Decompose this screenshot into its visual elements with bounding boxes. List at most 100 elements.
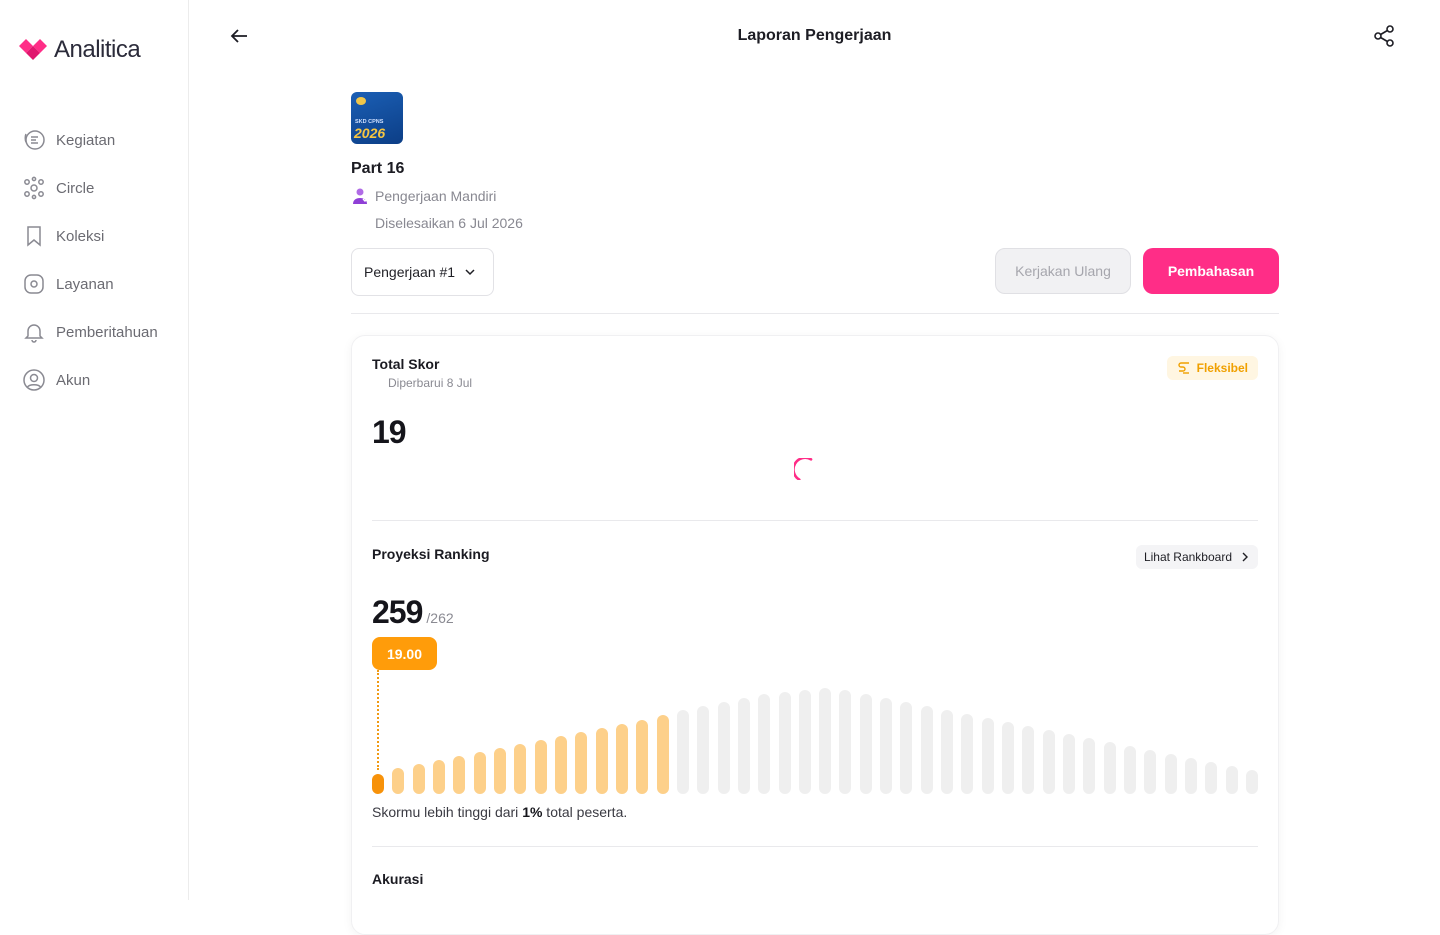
score-title: Total Skor: [372, 356, 440, 372]
distribution-bar: [758, 694, 771, 794]
distribution-bar: [717, 702, 730, 794]
distribution-bar: [778, 692, 791, 794]
flexible-badge: Fleksibel: [1166, 356, 1258, 380]
distribution-bar: [798, 690, 811, 794]
section-divider: [372, 520, 1258, 521]
distribution-bar: [636, 720, 649, 794]
sidebar-item-kegiatan[interactable]: Kegiatan: [22, 116, 182, 164]
sidebar-item-label: Pemberitahuan: [56, 323, 158, 341]
distribution-bar: [473, 752, 486, 794]
sidebar-item-label: Circle: [56, 179, 95, 197]
distribution-bar: [514, 744, 527, 794]
sidebar-item-layanan[interactable]: Layanan: [22, 260, 182, 308]
distribution-bar: [534, 740, 547, 794]
distribution-bar: [1164, 754, 1177, 794]
discussion-button[interactable]: Pembahasan: [1143, 248, 1279, 294]
distribution-bar: [1002, 722, 1015, 794]
distribution-bar: [1063, 734, 1076, 794]
distribution-bar: [1144, 750, 1157, 794]
share-icon: [1374, 25, 1394, 47]
person-icon: [353, 188, 369, 204]
compass-icon: [24, 274, 44, 294]
main-content: SKD CPNS 2026 Part 16 Pengerjaan Mandiri…: [351, 92, 1279, 935]
distribution-bar: [941, 710, 954, 794]
total-score-value: 19: [372, 414, 407, 450]
activity-icon: [24, 130, 45, 150]
retry-button[interactable]: Kerjakan Ulang: [995, 248, 1131, 294]
distribution-bars: [372, 676, 1258, 794]
sidebar-item-label: Koleksi: [56, 227, 105, 245]
logo[interactable]: Analitica: [18, 36, 141, 64]
section-divider: [372, 846, 1258, 847]
distribution-bar: [859, 694, 872, 794]
report-card: Total Skor Diperbarui 8 Jul Fleksibel 19…: [351, 335, 1279, 935]
sidebar-item-akun[interactable]: Akun: [22, 356, 182, 404]
loading-spinner-icon: [794, 458, 813, 480]
thumb-label: SKD CPNS: [355, 119, 384, 125]
rankboard-label: Lihat Rankboard: [1143, 550, 1232, 564]
thumb-year: 2026: [354, 125, 386, 141]
exam-thumbnail: SKD CPNS 2026: [351, 92, 403, 144]
score-marker-pill: 19.00: [372, 637, 437, 670]
score-updated: Diperbarui 8 Jul: [388, 376, 473, 390]
arrow-left-icon: [230, 29, 247, 43]
distribution-bar: [900, 702, 913, 794]
distribution-bar: [392, 768, 405, 794]
sidebar-item-label: Kegiatan: [56, 131, 116, 149]
distribution-bar: [1205, 762, 1218, 794]
distribution-bar: [1246, 770, 1258, 794]
ranking-summary: Skormu lebih tinggi dari 1% total pesert…: [372, 804, 627, 820]
distribution-bar: [697, 706, 710, 794]
share-button[interactable]: [1372, 24, 1396, 48]
summary-percent: 1%: [522, 804, 543, 820]
distribution-bar: [1124, 746, 1137, 794]
circle-group-icon: [24, 176, 44, 200]
distribution-bar: [1083, 738, 1096, 794]
user-circle-icon: [23, 369, 45, 391]
logo-text: Analitica: [54, 36, 141, 63]
bookmark-icon: [27, 226, 41, 247]
distribution-bar: [575, 732, 588, 794]
accuracy-title: Akurasi: [372, 871, 424, 887]
distribution-bar: [656, 715, 669, 794]
distribution-bar: [737, 698, 750, 794]
sidebar-item-pemberitahuan[interactable]: Pemberitahuan: [22, 308, 182, 356]
completed-date: Diselesaikan 6 Jul 2026: [375, 215, 523, 231]
emblem-icon: [356, 97, 366, 105]
distribution-bar: [493, 748, 506, 794]
distribution-bar: [676, 710, 689, 794]
ranking-title: Proyeksi Ranking: [372, 546, 490, 562]
chevron-right-icon: [1242, 552, 1248, 562]
distribution-bar: [1103, 742, 1116, 794]
distribution-bar: [595, 728, 608, 794]
page-title: Laporan Pengerjaan: [737, 27, 892, 44]
sidebar-item-koleksi[interactable]: Koleksi: [22, 212, 182, 260]
exam-title: Part 16: [351, 160, 405, 177]
distribution-bar: [412, 764, 425, 794]
distribution-bar: [372, 774, 384, 794]
logo-icon: [19, 39, 47, 60]
exam-mode-label: Pengerjaan Mandiri: [375, 188, 497, 204]
attempt-select[interactable]: Pengerjaan #1: [351, 248, 494, 296]
distribution-bar: [1185, 758, 1198, 794]
distribution-bar: [1225, 766, 1238, 794]
rankboard-button[interactable]: Lihat Rankboard: [1135, 545, 1258, 569]
distribution-bar: [554, 736, 567, 794]
distribution-bar: [839, 690, 852, 794]
sidebar-item-circle[interactable]: Circle: [22, 164, 182, 212]
back-button[interactable]: [227, 24, 251, 48]
summary-after: total peserta.: [542, 804, 628, 820]
top-bar: Laporan Pengerjaan: [189, 0, 1440, 72]
action-bar: Pengerjaan #1 Kerjakan Ulang Pembahasan: [351, 248, 1279, 296]
bell-icon: [24, 324, 44, 343]
sidebar-item-label: Layanan: [56, 275, 114, 293]
flexible-badge-label: Fleksibel: [1196, 361, 1248, 375]
distribution-bar: [1022, 726, 1035, 794]
distribution-bar: [432, 760, 445, 794]
exam-mode: Pengerjaan Mandiri: [351, 187, 1279, 205]
distribution-bar: [1042, 730, 1055, 794]
rank-number: 259: [372, 594, 423, 630]
distribution-bar: [981, 718, 994, 794]
summary-before: Skormu lebih tinggi dari: [372, 804, 523, 820]
flex-icon: [1177, 362, 1189, 374]
